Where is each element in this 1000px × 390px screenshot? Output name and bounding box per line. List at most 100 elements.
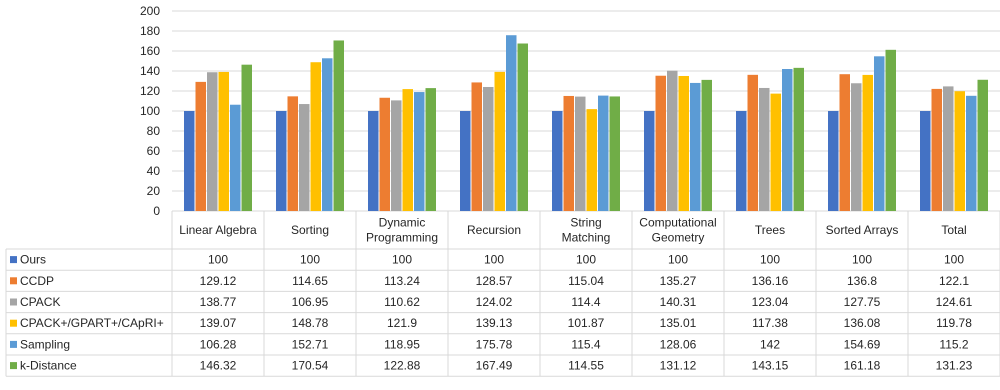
bar (368, 111, 379, 211)
data-cell: 106.28 (200, 337, 237, 351)
legend-key (10, 256, 17, 264)
bar (851, 83, 862, 211)
data-cell: 154.69 (844, 337, 881, 351)
category-label: String (570, 216, 601, 230)
gridlines (172, 10, 1000, 212)
data-cell: 139.13 (476, 316, 513, 330)
legend-key (10, 277, 17, 285)
legend-key (10, 319, 17, 327)
category-label: Dynamic (379, 216, 426, 230)
bar (839, 74, 850, 211)
data-cell: 113.24 (384, 274, 420, 288)
data-cell: 140.31 (660, 295, 697, 309)
y-axis: 0 20 40 60 80 100 120 140 160 180 200 (140, 4, 160, 218)
data-cell: 100 (760, 253, 780, 267)
data-cell: 124.61 (936, 295, 973, 309)
bar (241, 64, 252, 212)
y-tick-label: 0 (153, 204, 160, 218)
y-tick-label: 60 (147, 144, 161, 158)
data-cell: 122.88 (384, 359, 421, 373)
bar (885, 49, 896, 211)
data-cell: 122.1 (939, 274, 969, 288)
bar (862, 74, 873, 211)
data-cell: 117.38 (752, 316, 788, 330)
bar (184, 111, 195, 211)
data-cell: 121.9 (387, 316, 417, 330)
bar (471, 82, 482, 212)
data-cell: 124.02 (476, 295, 513, 309)
bar (667, 70, 678, 211)
bar (460, 111, 471, 211)
bar (414, 92, 425, 211)
data-cell: 123.04 (752, 295, 789, 309)
bar (598, 95, 609, 211)
bar (759, 87, 770, 211)
y-tick-label: 40 (147, 164, 161, 178)
data-cell: 167.49 (476, 359, 513, 373)
bar (563, 95, 574, 211)
data-cell: 119.78 (936, 316, 972, 330)
bar (218, 71, 229, 212)
series-name: CPACK+/GPART+/CApRI+ (20, 316, 164, 330)
data-cell: 106.95 (292, 295, 329, 309)
bar (678, 75, 689, 212)
data-cell: 129.12 (200, 274, 237, 288)
data-cell: 135.01 (660, 316, 697, 330)
bar (977, 79, 988, 212)
category-label: Sorted Arrays (826, 223, 899, 237)
bar (943, 86, 954, 211)
data-cell: 136.8 (847, 274, 877, 288)
bar (207, 72, 218, 211)
bar (793, 67, 804, 211)
data-cell: 100 (852, 253, 872, 267)
y-tick-label: 140 (140, 64, 160, 78)
bar (483, 86, 494, 211)
data-cell: 118.95 (384, 337, 420, 351)
series-name: CPACK (20, 295, 60, 309)
data-cell: 100 (944, 253, 964, 267)
legend-key (10, 340, 17, 348)
data-cell: 100 (668, 253, 688, 267)
bar (747, 74, 758, 211)
data-cell: 148.78 (292, 316, 329, 330)
bar (310, 62, 321, 211)
bar (701, 79, 712, 211)
data-cell: 136.08 (844, 316, 881, 330)
data-cell: 110.62 (384, 295, 420, 309)
data-cell: 114.65 (292, 274, 328, 288)
bar (586, 109, 597, 211)
data-cell: 100 (300, 253, 320, 267)
data-cell: 100 (208, 253, 228, 267)
data-cell: 114.4 (571, 295, 600, 309)
data-cell: 161.18 (844, 359, 881, 373)
bar (782, 69, 793, 211)
data-cell: 131.12 (660, 359, 697, 373)
data-cell: 128.06 (660, 337, 697, 351)
y-tick-label: 180 (140, 24, 160, 38)
bar (690, 82, 701, 211)
bar (954, 91, 965, 211)
data-cell: 142 (760, 337, 780, 351)
category-label: Trees (755, 223, 785, 237)
category-label: Sorting (291, 223, 329, 237)
data-cell: 115.4 (571, 337, 600, 351)
bar (287, 96, 298, 211)
data-cell: 100 (484, 253, 504, 267)
category-label: Linear Algebra (179, 223, 257, 237)
bar (552, 111, 563, 211)
bar (425, 88, 436, 211)
y-tick-label: 100 (140, 104, 160, 118)
data-cell: 100 (576, 253, 596, 267)
data-cell: 139.07 (200, 316, 237, 330)
bars (184, 35, 988, 212)
bar (379, 97, 390, 211)
bar (322, 58, 333, 211)
data-cell: 101.87 (568, 316, 605, 330)
data-cell: 114.55 (568, 359, 604, 373)
data-cell: 152.71 (292, 337, 329, 351)
bar (195, 81, 206, 211)
series-name: CCDP (20, 274, 54, 288)
bar (920, 111, 931, 211)
